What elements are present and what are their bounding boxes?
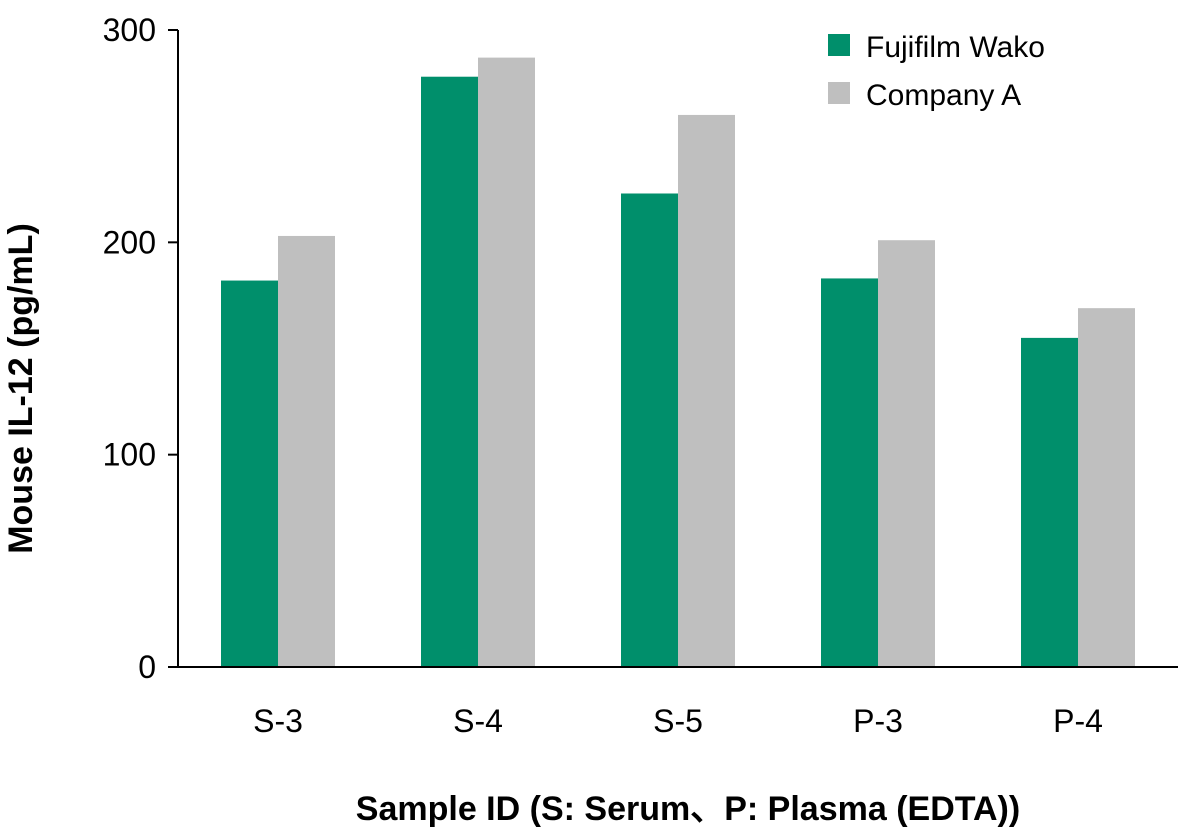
legend-label: Fujifilm Wako <box>866 31 1045 64</box>
legend: Fujifilm Wako Company A <box>828 31 1045 112</box>
bar-fujifilm-wako-p-4 <box>1021 337 1078 667</box>
bar-company-a-p-3 <box>878 240 935 667</box>
y-tick-label: 0 <box>138 649 156 685</box>
x-ticks-group: S-3 S-4 S-5 P-3 P-4 <box>253 703 1103 739</box>
bar-fujifilm-wako-p-3 <box>821 278 878 667</box>
y-tick-label: 300 <box>103 12 156 48</box>
bar-company-a-p-4 <box>1078 308 1135 667</box>
bars-group <box>221 57 1135 668</box>
legend-swatch <box>828 82 850 104</box>
bar-fujifilm-wako-s-5 <box>621 193 678 667</box>
bar-fujifilm-wako-s-4 <box>421 76 478 668</box>
x-tick-label: P-4 <box>1053 703 1103 739</box>
bar-company-a-s-4 <box>478 57 535 667</box>
y-tick-label: 100 <box>103 437 156 473</box>
y-ticks-group: 0 100 200 300 <box>103 12 178 685</box>
legend-swatch <box>828 34 850 56</box>
y-tick-label: 200 <box>103 224 156 260</box>
x-tick-label: P-3 <box>853 703 903 739</box>
legend-label: Company A <box>866 79 1021 112</box>
bar-company-a-s-5 <box>678 114 735 667</box>
x-axis-title: Sample ID (S: Serum、P: Plasma (EDTA)) <box>356 790 1020 828</box>
x-tick-label: S-3 <box>253 703 303 739</box>
bar-fujifilm-wako-s-3 <box>221 280 278 667</box>
axes-group <box>177 30 1178 668</box>
x-tick-label: S-4 <box>453 703 503 739</box>
bar-company-a-s-3 <box>278 235 335 668</box>
x-tick-label: S-5 <box>653 703 703 739</box>
y-axis-title: Mouse IL-12 (pg/mL) <box>2 223 40 554</box>
